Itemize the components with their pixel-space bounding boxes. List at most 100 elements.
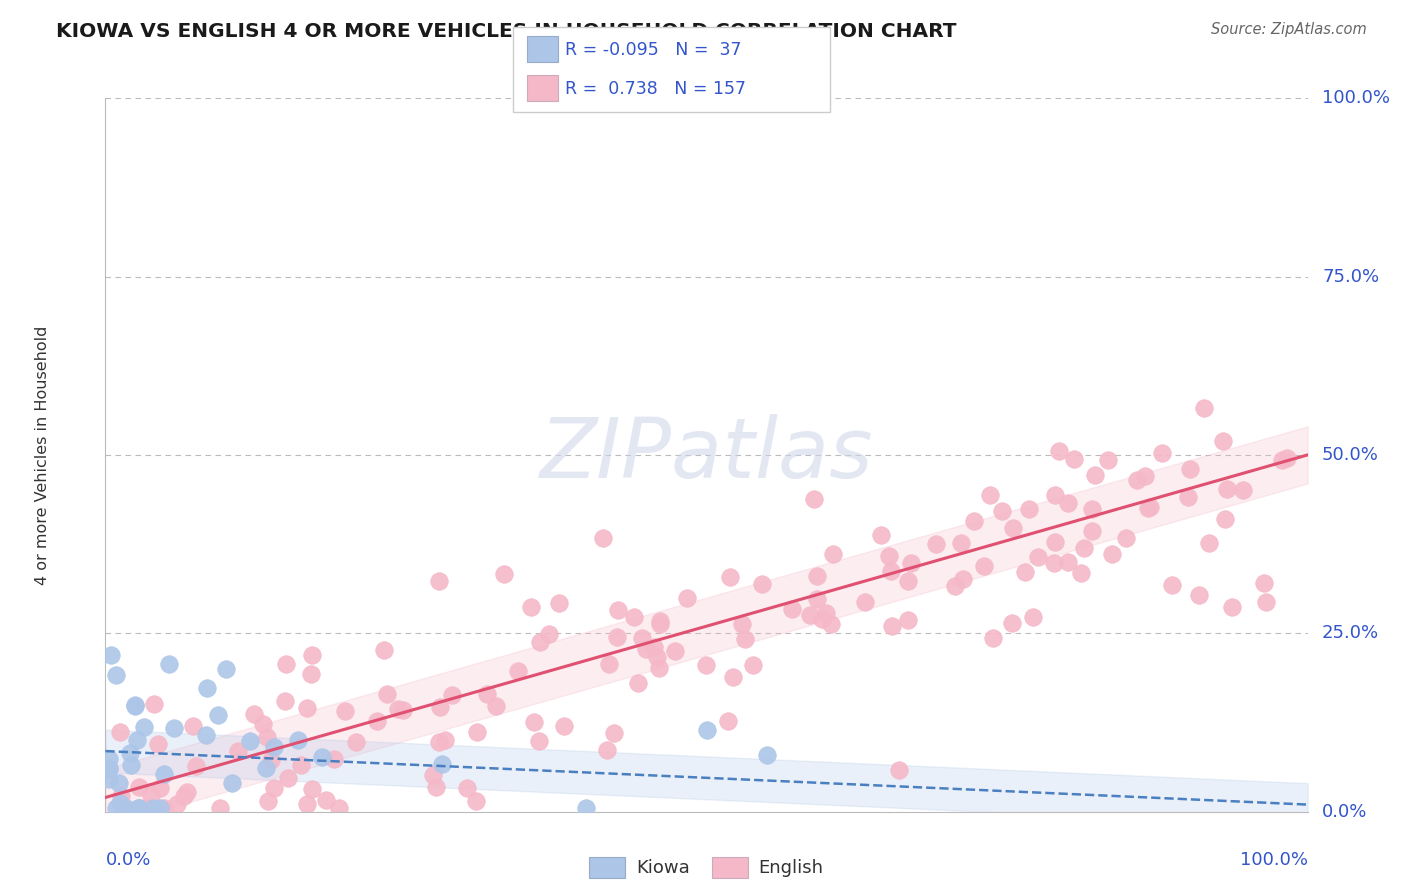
Text: 50.0%: 50.0% (1322, 446, 1379, 464)
Point (98, 772, 121, 787)
Point (195, 681, 218, 696)
Point (311, 749, 333, 764)
Point (695, 658, 717, 673)
Point (1232, 483, 1254, 497)
Point (157, 657, 180, 672)
Point (527, 734, 550, 748)
Point (603, 726, 626, 740)
Point (433, 733, 456, 747)
Point (575, 801, 598, 815)
Point (107, 776, 129, 790)
Point (1192, 401, 1215, 416)
Point (163, 721, 186, 735)
Point (1161, 578, 1184, 592)
Point (252, 717, 274, 731)
Point (366, 714, 388, 728)
Point (112, 801, 135, 815)
Point (623, 610, 645, 624)
Point (475, 687, 498, 701)
Point (523, 714, 546, 729)
Point (120, 758, 142, 772)
Point (741, 658, 763, 673)
Point (128, 801, 150, 815)
Point (799, 607, 821, 622)
Point (806, 592, 828, 607)
Point (887, 763, 910, 777)
Point (124, 699, 146, 714)
Point (98, 762, 121, 776)
Point (815, 606, 838, 620)
Point (297, 701, 319, 715)
Point (780, 602, 803, 616)
Legend: Kiowa, English: Kiowa, English (582, 849, 831, 885)
Point (1047, 444, 1070, 458)
Point (1063, 451, 1085, 466)
Point (1073, 541, 1095, 555)
Point (648, 616, 671, 631)
Point (1097, 453, 1119, 467)
Point (952, 572, 974, 586)
Point (1057, 496, 1080, 510)
Point (853, 595, 876, 609)
Point (254, 761, 277, 775)
Point (323, 752, 346, 766)
Text: R =  0.738   N = 157: R = 0.738 N = 157 (565, 79, 747, 97)
Point (870, 527, 893, 541)
Point (214, 662, 236, 676)
Point (820, 617, 842, 632)
Point (1215, 483, 1237, 497)
Point (387, 702, 409, 716)
Point (176, 785, 198, 799)
Point (606, 603, 628, 617)
Point (128, 780, 150, 794)
Point (880, 564, 903, 578)
Text: KIOWA VS ENGLISH 4 OR MORE VEHICLES IN HOUSEHOLD CORRELATION CHART: KIOWA VS ENGLISH 4 OR MORE VEHICLES IN H… (56, 22, 956, 41)
Text: 25.0%: 25.0% (1322, 624, 1379, 642)
Point (1271, 453, 1294, 467)
Point (877, 549, 900, 564)
Point (335, 704, 357, 718)
Point (221, 776, 243, 790)
Text: 75.0%: 75.0% (1322, 268, 1379, 285)
Point (287, 733, 309, 747)
Point (427, 735, 450, 749)
Point (1213, 511, 1236, 525)
Point (1001, 616, 1024, 631)
Point (803, 491, 825, 506)
Point (209, 801, 232, 815)
Point (553, 719, 575, 733)
Point (1001, 521, 1024, 535)
Point (675, 591, 697, 605)
Point (1253, 576, 1275, 591)
Text: 4 or more Vehicles in Household: 4 or more Vehicles in Household (35, 326, 51, 584)
Point (548, 596, 571, 610)
Point (634, 642, 657, 657)
Point (595, 743, 617, 757)
Point (277, 771, 299, 785)
Point (295, 797, 318, 811)
Point (537, 626, 560, 640)
Point (1101, 547, 1123, 561)
Point (1256, 595, 1278, 609)
Point (373, 643, 395, 657)
Point (98, 761, 121, 775)
Point (127, 801, 149, 815)
Point (110, 789, 132, 804)
Point (1275, 451, 1298, 466)
Point (328, 801, 350, 815)
Point (375, 687, 398, 701)
Point (664, 644, 686, 658)
Point (105, 801, 128, 815)
Point (425, 780, 447, 794)
Point (925, 537, 948, 551)
Point (207, 708, 229, 723)
Point (880, 619, 903, 633)
Point (149, 781, 172, 796)
Point (290, 757, 312, 772)
Point (631, 631, 654, 645)
Point (114, 801, 136, 815)
Point (484, 698, 506, 713)
Point (810, 612, 832, 626)
Point (648, 614, 671, 628)
Point (717, 714, 740, 728)
